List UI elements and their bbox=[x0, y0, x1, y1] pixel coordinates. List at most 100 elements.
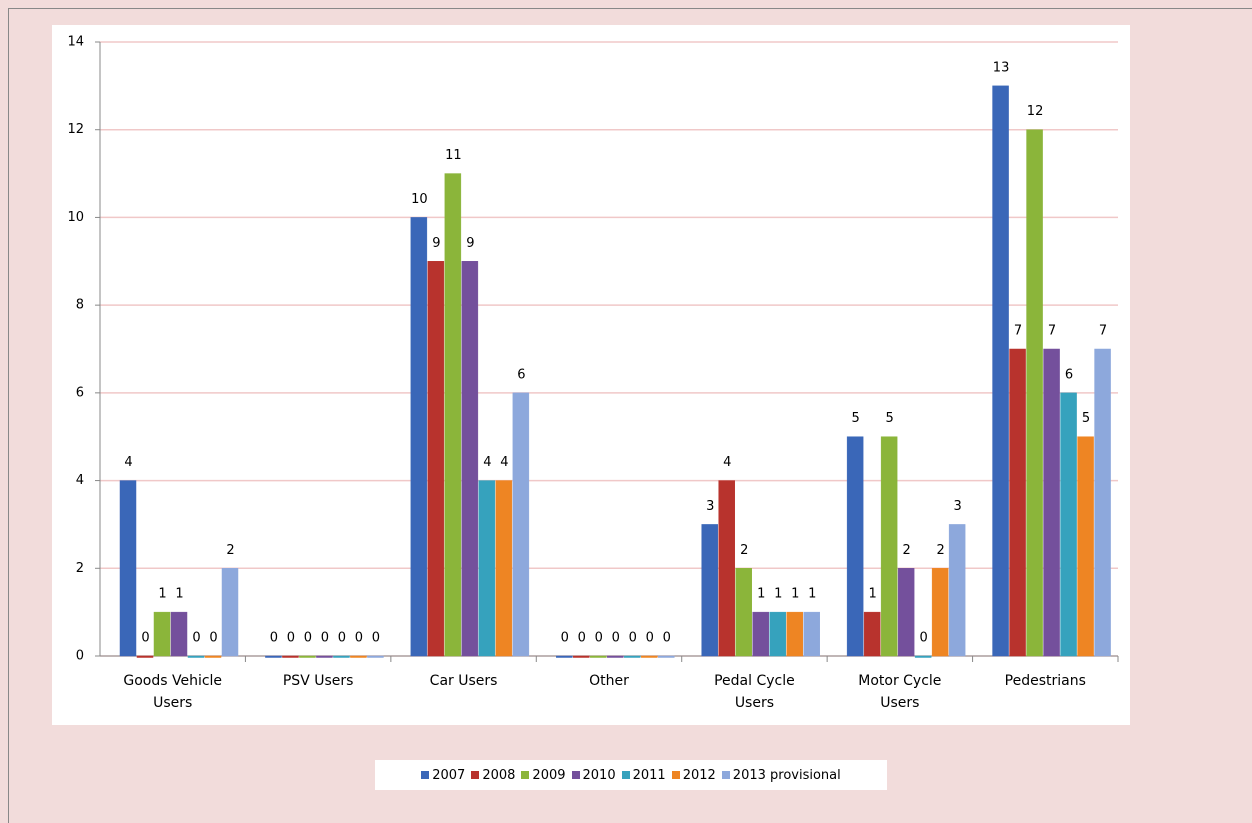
data-label: 2 bbox=[903, 543, 911, 558]
legend-item: 2012 bbox=[671, 767, 716, 783]
y-tick-label: 8 bbox=[76, 298, 84, 313]
x-tick-label: Car Users bbox=[429, 673, 498, 689]
data-label: 10 bbox=[411, 192, 428, 207]
bar bbox=[1043, 348, 1060, 657]
x-tick-label: Pedal Cycle Users bbox=[714, 673, 795, 711]
x-tick-label: Pedestrians bbox=[1004, 673, 1086, 689]
bar bbox=[880, 436, 898, 657]
y-tick-label: 12 bbox=[67, 122, 84, 137]
bar bbox=[914, 655, 932, 658]
bar bbox=[658, 655, 675, 658]
legend-swatch bbox=[421, 771, 430, 779]
y-tick-label: 0 bbox=[76, 649, 84, 664]
data-label: 4 bbox=[124, 455, 132, 470]
bar bbox=[607, 655, 624, 658]
bar bbox=[444, 173, 462, 657]
bar bbox=[350, 655, 367, 658]
data-label: 9 bbox=[432, 236, 440, 251]
bar bbox=[204, 655, 222, 658]
data-label: 3 bbox=[954, 499, 962, 514]
legend-item: 2009 bbox=[521, 767, 566, 783]
legend-swatch bbox=[621, 771, 630, 779]
data-label: 4 bbox=[483, 455, 491, 470]
data-label: 0 bbox=[578, 631, 586, 646]
data-label: 0 bbox=[355, 631, 363, 646]
data-label: 0 bbox=[304, 631, 312, 646]
data-label: 0 bbox=[595, 631, 603, 646]
bar bbox=[512, 392, 530, 657]
bar bbox=[187, 655, 205, 658]
bar bbox=[641, 655, 658, 658]
data-label: 4 bbox=[723, 455, 731, 470]
data-label: 0 bbox=[629, 631, 637, 646]
bar bbox=[316, 655, 333, 658]
bar bbox=[1026, 129, 1043, 657]
bar bbox=[136, 655, 154, 658]
bar bbox=[701, 524, 718, 657]
data-label: 0 bbox=[321, 631, 329, 646]
data-label: 2 bbox=[937, 543, 945, 558]
legend-swatch bbox=[721, 771, 730, 779]
legend-label: 2011 bbox=[632, 767, 666, 783]
bar bbox=[992, 85, 1009, 657]
data-label: 11 bbox=[445, 148, 462, 163]
data-label: 5 bbox=[886, 411, 894, 426]
data-label: 0 bbox=[270, 631, 278, 646]
bar bbox=[221, 568, 239, 657]
data-label: 0 bbox=[338, 631, 346, 646]
bar bbox=[786, 611, 803, 657]
bar bbox=[153, 611, 171, 657]
data-label: 0 bbox=[920, 631, 928, 646]
bar bbox=[410, 217, 428, 657]
bar bbox=[718, 480, 735, 657]
data-label: 1 bbox=[869, 587, 877, 602]
data-label: 3 bbox=[706, 499, 714, 514]
bar bbox=[299, 655, 316, 658]
bar bbox=[427, 261, 445, 657]
bar bbox=[863, 611, 881, 657]
legend-label: 2013 provisional bbox=[732, 767, 841, 783]
y-tick-label: 6 bbox=[76, 385, 84, 400]
data-label: 1 bbox=[791, 587, 799, 602]
bar bbox=[803, 611, 820, 657]
data-label: 0 bbox=[209, 631, 217, 646]
legend-item: 2013 provisional bbox=[721, 767, 841, 783]
legend-swatch bbox=[521, 771, 530, 779]
data-label: 1 bbox=[158, 587, 166, 602]
bar bbox=[461, 261, 479, 657]
legend-label: 2012 bbox=[682, 767, 716, 783]
data-label: 0 bbox=[287, 631, 295, 646]
legend-label: 2008 bbox=[482, 767, 516, 783]
data-label: 1 bbox=[757, 587, 765, 602]
bar bbox=[282, 655, 299, 658]
legend-label: 2009 bbox=[532, 767, 566, 783]
legend-label: 2010 bbox=[582, 767, 616, 783]
bar bbox=[170, 611, 188, 657]
data-label: 0 bbox=[372, 631, 380, 646]
data-label: 5 bbox=[1082, 411, 1090, 426]
bar bbox=[556, 655, 573, 658]
bar bbox=[735, 568, 752, 657]
bar bbox=[1077, 436, 1094, 657]
x-tick-label: Other bbox=[589, 673, 629, 689]
frame bbox=[8, 8, 1252, 823]
data-label: 5 bbox=[852, 411, 860, 426]
bar bbox=[931, 568, 949, 657]
bar bbox=[1009, 348, 1026, 657]
bar bbox=[265, 655, 282, 658]
data-label: 0 bbox=[192, 631, 200, 646]
legend-item: 2007 bbox=[421, 768, 465, 783]
legend-swatch bbox=[471, 771, 480, 779]
x-tick-label: Motor Cycle Users bbox=[858, 673, 942, 711]
data-label: 0 bbox=[612, 631, 620, 646]
data-label: 6 bbox=[517, 367, 525, 382]
y-tick-label: 2 bbox=[76, 561, 84, 576]
data-label: 0 bbox=[561, 631, 569, 646]
data-label: 13 bbox=[993, 60, 1010, 75]
data-label: 12 bbox=[1027, 104, 1044, 119]
data-label: 7 bbox=[1099, 324, 1107, 339]
bar bbox=[1094, 348, 1111, 657]
bar bbox=[367, 655, 384, 658]
data-label: 0 bbox=[663, 631, 671, 646]
